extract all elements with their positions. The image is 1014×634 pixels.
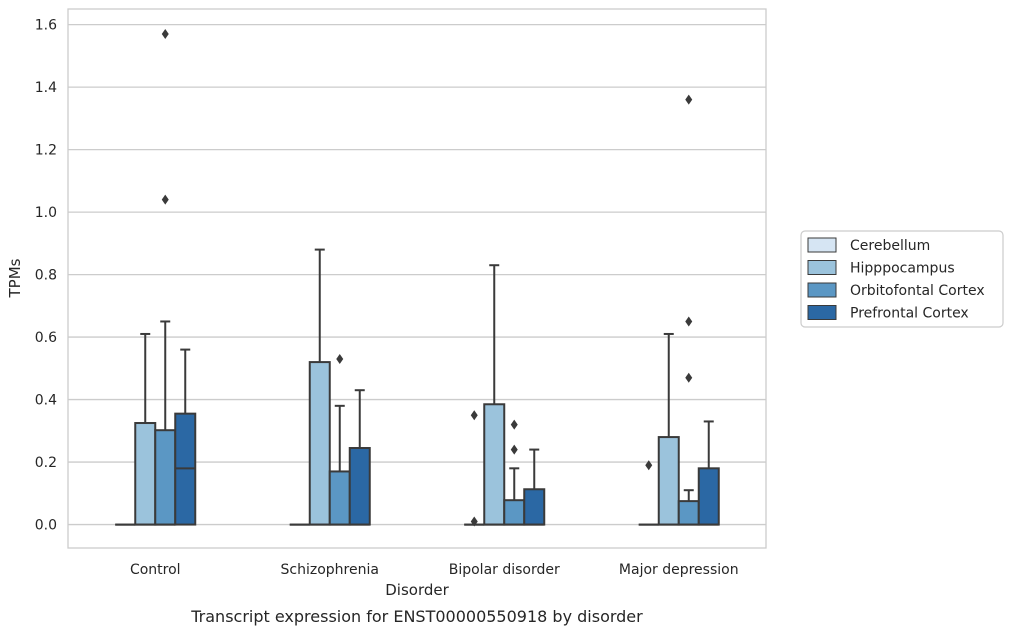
outlier-point xyxy=(336,353,344,364)
outlier-point xyxy=(685,316,693,327)
legend-swatch xyxy=(807,305,837,320)
plot-area-frame xyxy=(67,8,767,549)
box-1-3 xyxy=(348,389,371,526)
x-tick-label: Schizophrenia xyxy=(281,562,379,578)
box-3-1 xyxy=(657,332,680,526)
outlier-point xyxy=(510,419,518,430)
legend-label: Cerebellum xyxy=(850,238,930,254)
y-tick-label: 1.4 xyxy=(35,80,57,96)
box-3-3 xyxy=(697,420,720,526)
y-tick-label: 1.0 xyxy=(35,205,57,221)
legend: Cerebellum Hipppocampus Orbitofontal Corte… xyxy=(800,230,1004,328)
outlier-point xyxy=(161,28,169,39)
legend-frame xyxy=(800,230,1004,328)
legend-item: Prefrontal Cortex xyxy=(807,305,969,322)
y-axis-label: TPMs xyxy=(6,258,24,298)
box-body xyxy=(328,470,351,526)
box-body xyxy=(483,403,506,526)
x-tick-label: Control xyxy=(130,562,181,578)
box-body xyxy=(503,499,526,526)
outlier-point xyxy=(470,516,478,527)
legend-label: Hipppocampus xyxy=(850,261,955,277)
outlier-point xyxy=(510,444,518,455)
outlier-point xyxy=(470,410,478,421)
outlier-point xyxy=(685,372,693,383)
x-tick-label: Major depression xyxy=(619,562,739,578)
x-axis-ticks: Control Schizophrenia Bipolar disorder Majo… xyxy=(130,562,739,578)
box-0-2 xyxy=(154,28,177,526)
legend-item: Hipppocampus xyxy=(807,260,955,277)
box-2-1 xyxy=(483,264,506,526)
box-body xyxy=(523,488,546,526)
y-tick-label: 0.8 xyxy=(35,268,57,284)
boxes-layer xyxy=(115,28,720,527)
legend-label: Prefrontal Cortex xyxy=(850,306,969,322)
box-body xyxy=(657,436,680,526)
box-3-2 xyxy=(677,94,700,526)
outlier-point xyxy=(645,460,653,471)
legend-item: Orbitofontal Cortex xyxy=(807,282,985,299)
legend-item: Cerebellum xyxy=(807,237,930,254)
box-body xyxy=(697,467,720,526)
outlier-point xyxy=(685,94,693,105)
box-2-2 xyxy=(503,419,526,526)
box-0-1 xyxy=(134,332,157,526)
y-axis-ticks: 0.0 0.2 0.4 0.6 0.8 1.0 1.2 1.4 1.6 xyxy=(35,18,57,534)
legend-swatch xyxy=(807,282,837,298)
box-1-1 xyxy=(308,248,331,526)
outlier-point xyxy=(161,194,169,205)
y-tick-label: 1.2 xyxy=(35,143,57,159)
chart-caption: Transcript expression for ENST0000055091… xyxy=(190,607,643,626)
y-tick-label: 0.4 xyxy=(35,393,57,409)
box-body xyxy=(348,447,371,526)
legend-label: Orbitofontal Cortex xyxy=(850,283,985,299)
y-tick-label: 0.0 xyxy=(35,518,57,534)
y-tick-label: 0.6 xyxy=(35,330,57,346)
x-axis-label: Disorder xyxy=(385,581,449,599)
legend-swatch xyxy=(807,260,837,275)
x-tick-label: Bipolar disorder xyxy=(449,562,560,578)
box-0-3 xyxy=(174,348,197,526)
box-body xyxy=(677,500,700,526)
box-2-3 xyxy=(523,448,546,526)
box-body xyxy=(134,422,157,526)
box-1-2 xyxy=(328,353,351,526)
box-body xyxy=(154,429,177,526)
box-body xyxy=(308,361,331,526)
y-tick-label: 1.6 xyxy=(35,18,57,34)
box-2-0 xyxy=(464,410,485,527)
box-3-0 xyxy=(638,460,659,526)
y-tick-label: 0.2 xyxy=(35,455,57,471)
legend-swatch xyxy=(807,237,837,253)
